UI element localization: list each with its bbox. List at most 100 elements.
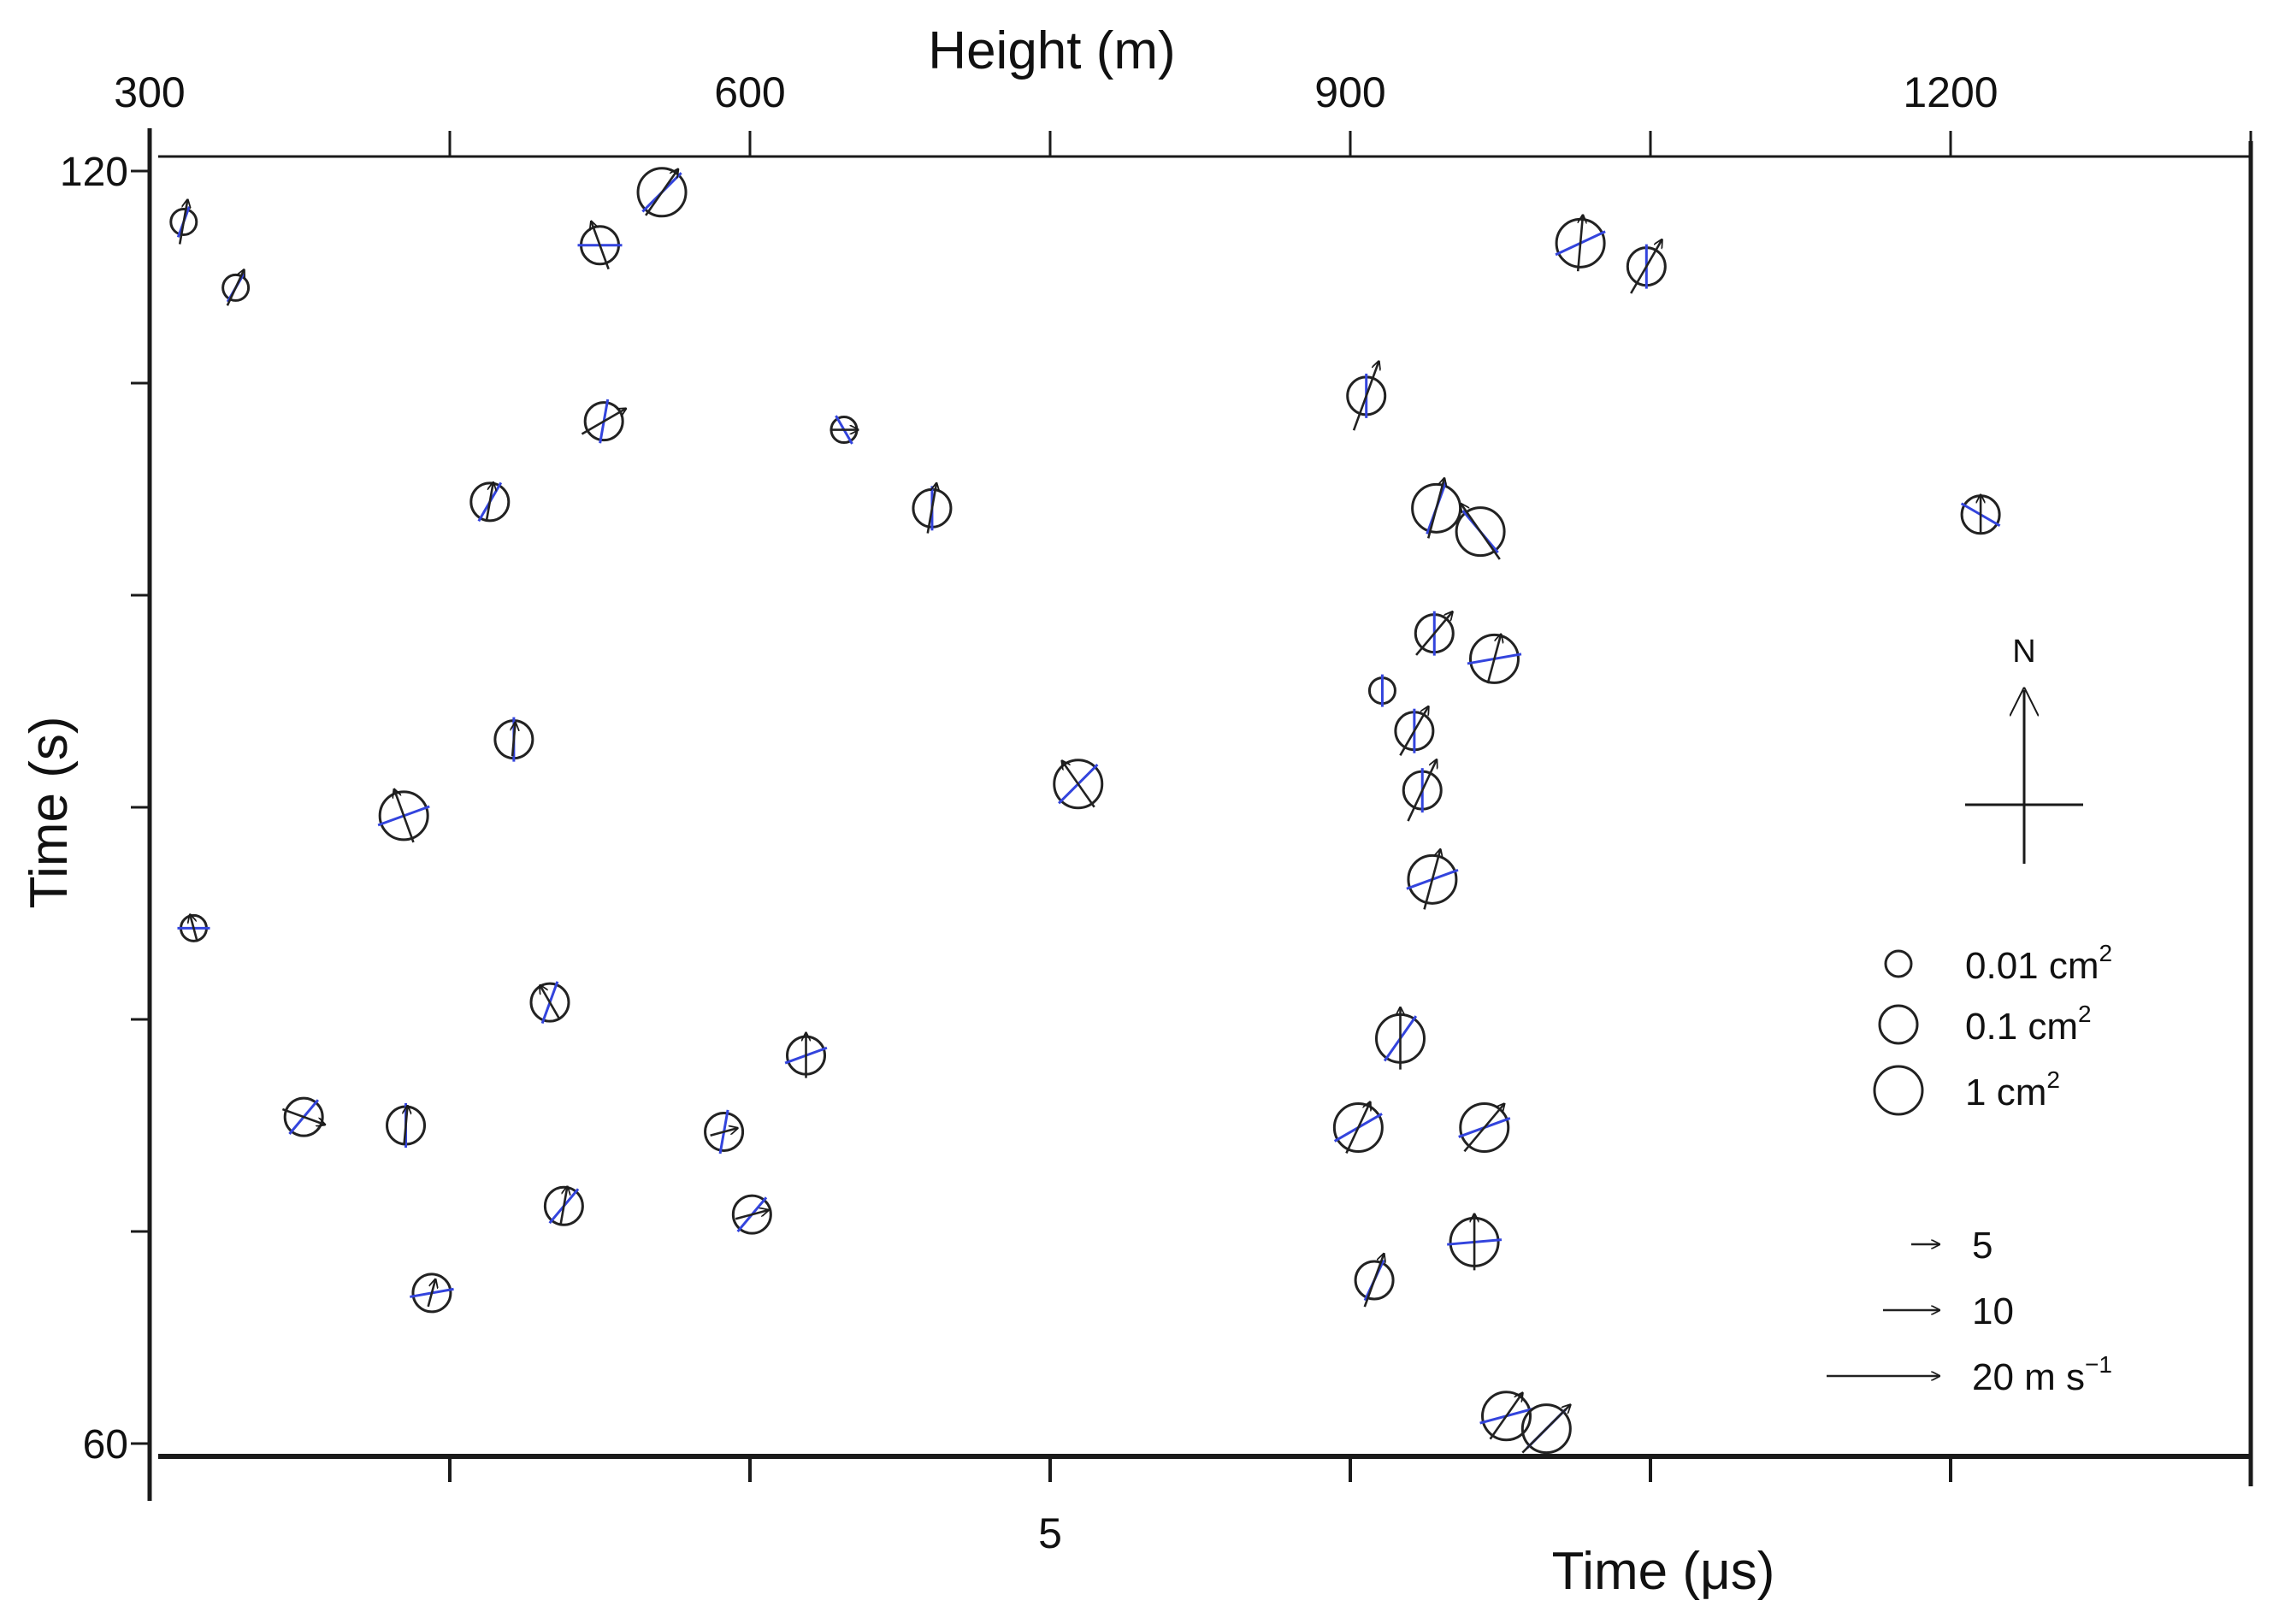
wind-arrow [1630, 239, 1662, 294]
size-legend-unit-superscript: 2 [2046, 1066, 2060, 1093]
point-marker [1455, 506, 1506, 558]
data-point [1402, 759, 1443, 822]
wind-arrow [710, 1128, 738, 1137]
wind-arrow [1363, 1254, 1384, 1308]
wind-arrow [512, 723, 515, 757]
data-point [1626, 239, 1667, 294]
y-tick-label: 60 [83, 1422, 128, 1468]
point-marker [378, 790, 429, 842]
x-bottom-axis-title: Time (μs) [1552, 1542, 1775, 1601]
data-point [1406, 849, 1459, 910]
point-marker [1459, 1101, 1510, 1153]
data-point [221, 269, 251, 306]
data-point [377, 789, 430, 843]
x-top-tick-label: 600 [714, 68, 785, 116]
data-point [731, 1194, 772, 1235]
size-legend-label: 1 cm2 [1965, 1066, 2060, 1113]
wind-arrow [1352, 362, 1379, 431]
data-point [529, 981, 570, 1025]
x-bottom-tick-label: 5 [1038, 1509, 1062, 1557]
wind-arrow [394, 789, 415, 843]
tick-labels: 300 600 900 1200 5 60 120 [60, 68, 1998, 1557]
wind-arrow [427, 1279, 436, 1308]
data-point [1458, 1101, 1511, 1153]
size-legend-marker [1873, 1065, 1924, 1116]
data-points [169, 167, 2001, 1455]
x-top-tick-label: 1200 [1903, 68, 1998, 116]
data-point [1053, 759, 1104, 810]
data-point [177, 914, 210, 942]
axes [147, 128, 2253, 1501]
speed-legend-label: 10 [1972, 1290, 2014, 1332]
data-point [1455, 504, 1506, 560]
wind-arrow [1407, 759, 1437, 822]
wind-arrow [226, 269, 245, 306]
wind-arrow [645, 169, 678, 216]
data-point [1375, 1007, 1426, 1070]
data-point [1479, 1391, 1533, 1442]
point-marker [529, 982, 570, 1023]
x-top-tick-label: 300 [114, 68, 185, 116]
point-marker [731, 1194, 772, 1235]
data-point [1520, 1403, 1572, 1455]
wind-arrow [178, 200, 187, 245]
data-point [1332, 1101, 1384, 1154]
data-point [1555, 215, 1606, 272]
data-point [281, 1096, 325, 1137]
wind-arrow [1576, 215, 1583, 272]
wind-arrow [1463, 1104, 1504, 1153]
y-tick-label: 120 [60, 150, 128, 195]
wind-arrow [735, 1210, 768, 1220]
point-marker [1407, 853, 1458, 905]
data-point [581, 399, 625, 444]
wind-arrow [581, 409, 625, 435]
wind-arrow [926, 483, 936, 534]
data-point [1411, 478, 1462, 539]
data-point [1414, 611, 1455, 656]
wind-arrow [1489, 1393, 1523, 1440]
speed-legend-label: 5 [1972, 1225, 1993, 1267]
y-axis-title: Time (s) [20, 717, 79, 909]
x-top-tick-label: 900 [1314, 68, 1385, 116]
point-marker [169, 208, 198, 237]
point-marker [221, 273, 251, 302]
data-point [469, 482, 511, 523]
wind-arrow [1486, 635, 1501, 684]
data-point [1346, 362, 1387, 431]
size-legend-label: 0.01 cm2 [1965, 940, 2112, 987]
wind-arrow [1426, 478, 1444, 539]
wind-arrow [485, 482, 493, 522]
point-marker [1332, 1101, 1384, 1153]
size-legend-unit-superscript: 2 [2099, 940, 2113, 966]
point-marker [411, 1273, 452, 1314]
size-legend-marker [1878, 1004, 1919, 1045]
data-point [1394, 706, 1435, 756]
point-marker [636, 167, 688, 218]
x-top-axis-title: Height (m) [928, 21, 1175, 80]
point-marker [1520, 1403, 1572, 1455]
wind-arrow [1345, 1102, 1370, 1154]
point-marker [1053, 759, 1104, 810]
data-point [1960, 495, 2001, 535]
tick-marks [131, 131, 2252, 1482]
compass-north-label: N [2012, 634, 2035, 670]
data-point [543, 1186, 584, 1226]
wind-arrow [404, 1106, 408, 1146]
data-point [410, 1273, 454, 1314]
speed-legend-unit-superscript: −1 [2085, 1351, 2112, 1378]
point-marker [1481, 1391, 1532, 1442]
data-point [784, 1033, 828, 1078]
data-point [493, 717, 534, 762]
data-point [1467, 635, 1522, 684]
data-point [912, 483, 953, 534]
legend: 0.01 cm2 0.1 cm2 1 cm2 5 10 20 m s−1 [1827, 940, 2112, 1398]
data-point [704, 1109, 745, 1155]
north-compass [1965, 690, 2083, 864]
data-point [829, 415, 858, 445]
wind-arrow [1521, 1405, 1570, 1454]
data-point [386, 1103, 427, 1148]
wind-arrow [540, 985, 561, 1020]
size-legend-label: 0.1 cm2 [1965, 1001, 2092, 1048]
data-point [636, 167, 688, 218]
